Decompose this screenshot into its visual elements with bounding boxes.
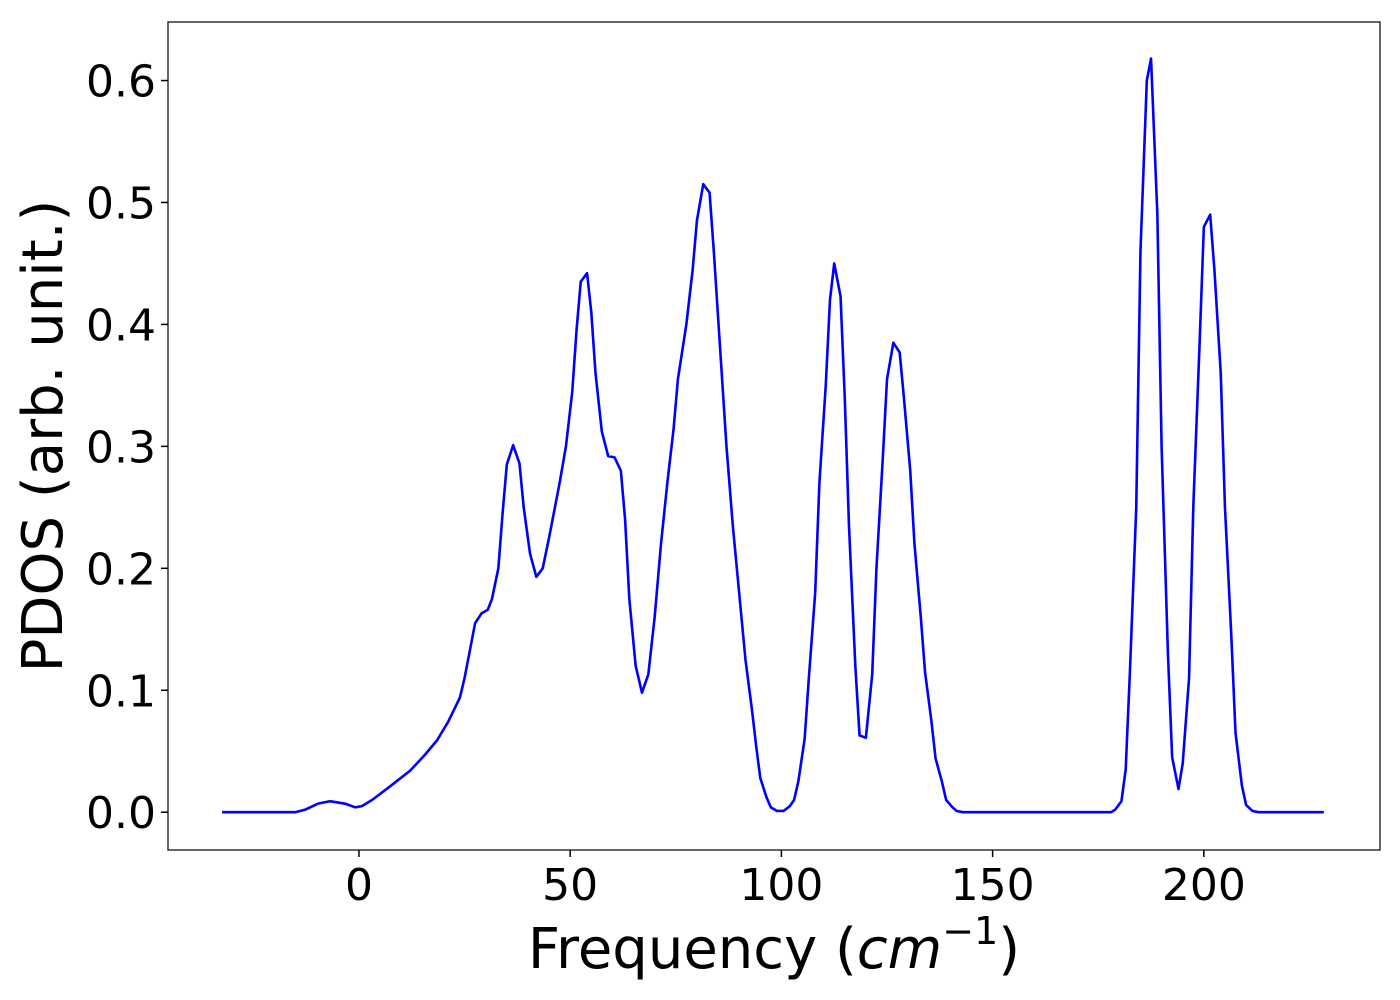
x-label-part: Frequency ( (528, 917, 857, 982)
plot-frame (167, 21, 1381, 851)
x-tick-label: 200 (1162, 860, 1246, 911)
y-tick-label: 0.2 (86, 544, 156, 595)
x-tick-label: 50 (542, 860, 598, 911)
y-tick-label: 0.3 (86, 422, 156, 473)
y-tick-label: 0.0 (86, 788, 156, 839)
x-label-part: ) (998, 917, 1020, 982)
y-tick-label: 0.1 (86, 666, 156, 717)
y-tick-label: 0.5 (86, 178, 156, 229)
x-tick-label: 0 (345, 860, 373, 911)
x-tick-label: 100 (739, 860, 823, 911)
x-label-part: cm (857, 917, 942, 982)
y-tick-label: 0.4 (86, 300, 156, 351)
x-axis-label: Frequency (cm−1) (528, 909, 1020, 982)
y-axis-label: PDOS (arb. unit.) (11, 200, 76, 673)
x-label-part: −1 (942, 909, 998, 953)
x-tick-label: 150 (951, 860, 1035, 911)
series-line (222, 57, 1324, 814)
y-tick-label: 0.6 (86, 57, 156, 108)
